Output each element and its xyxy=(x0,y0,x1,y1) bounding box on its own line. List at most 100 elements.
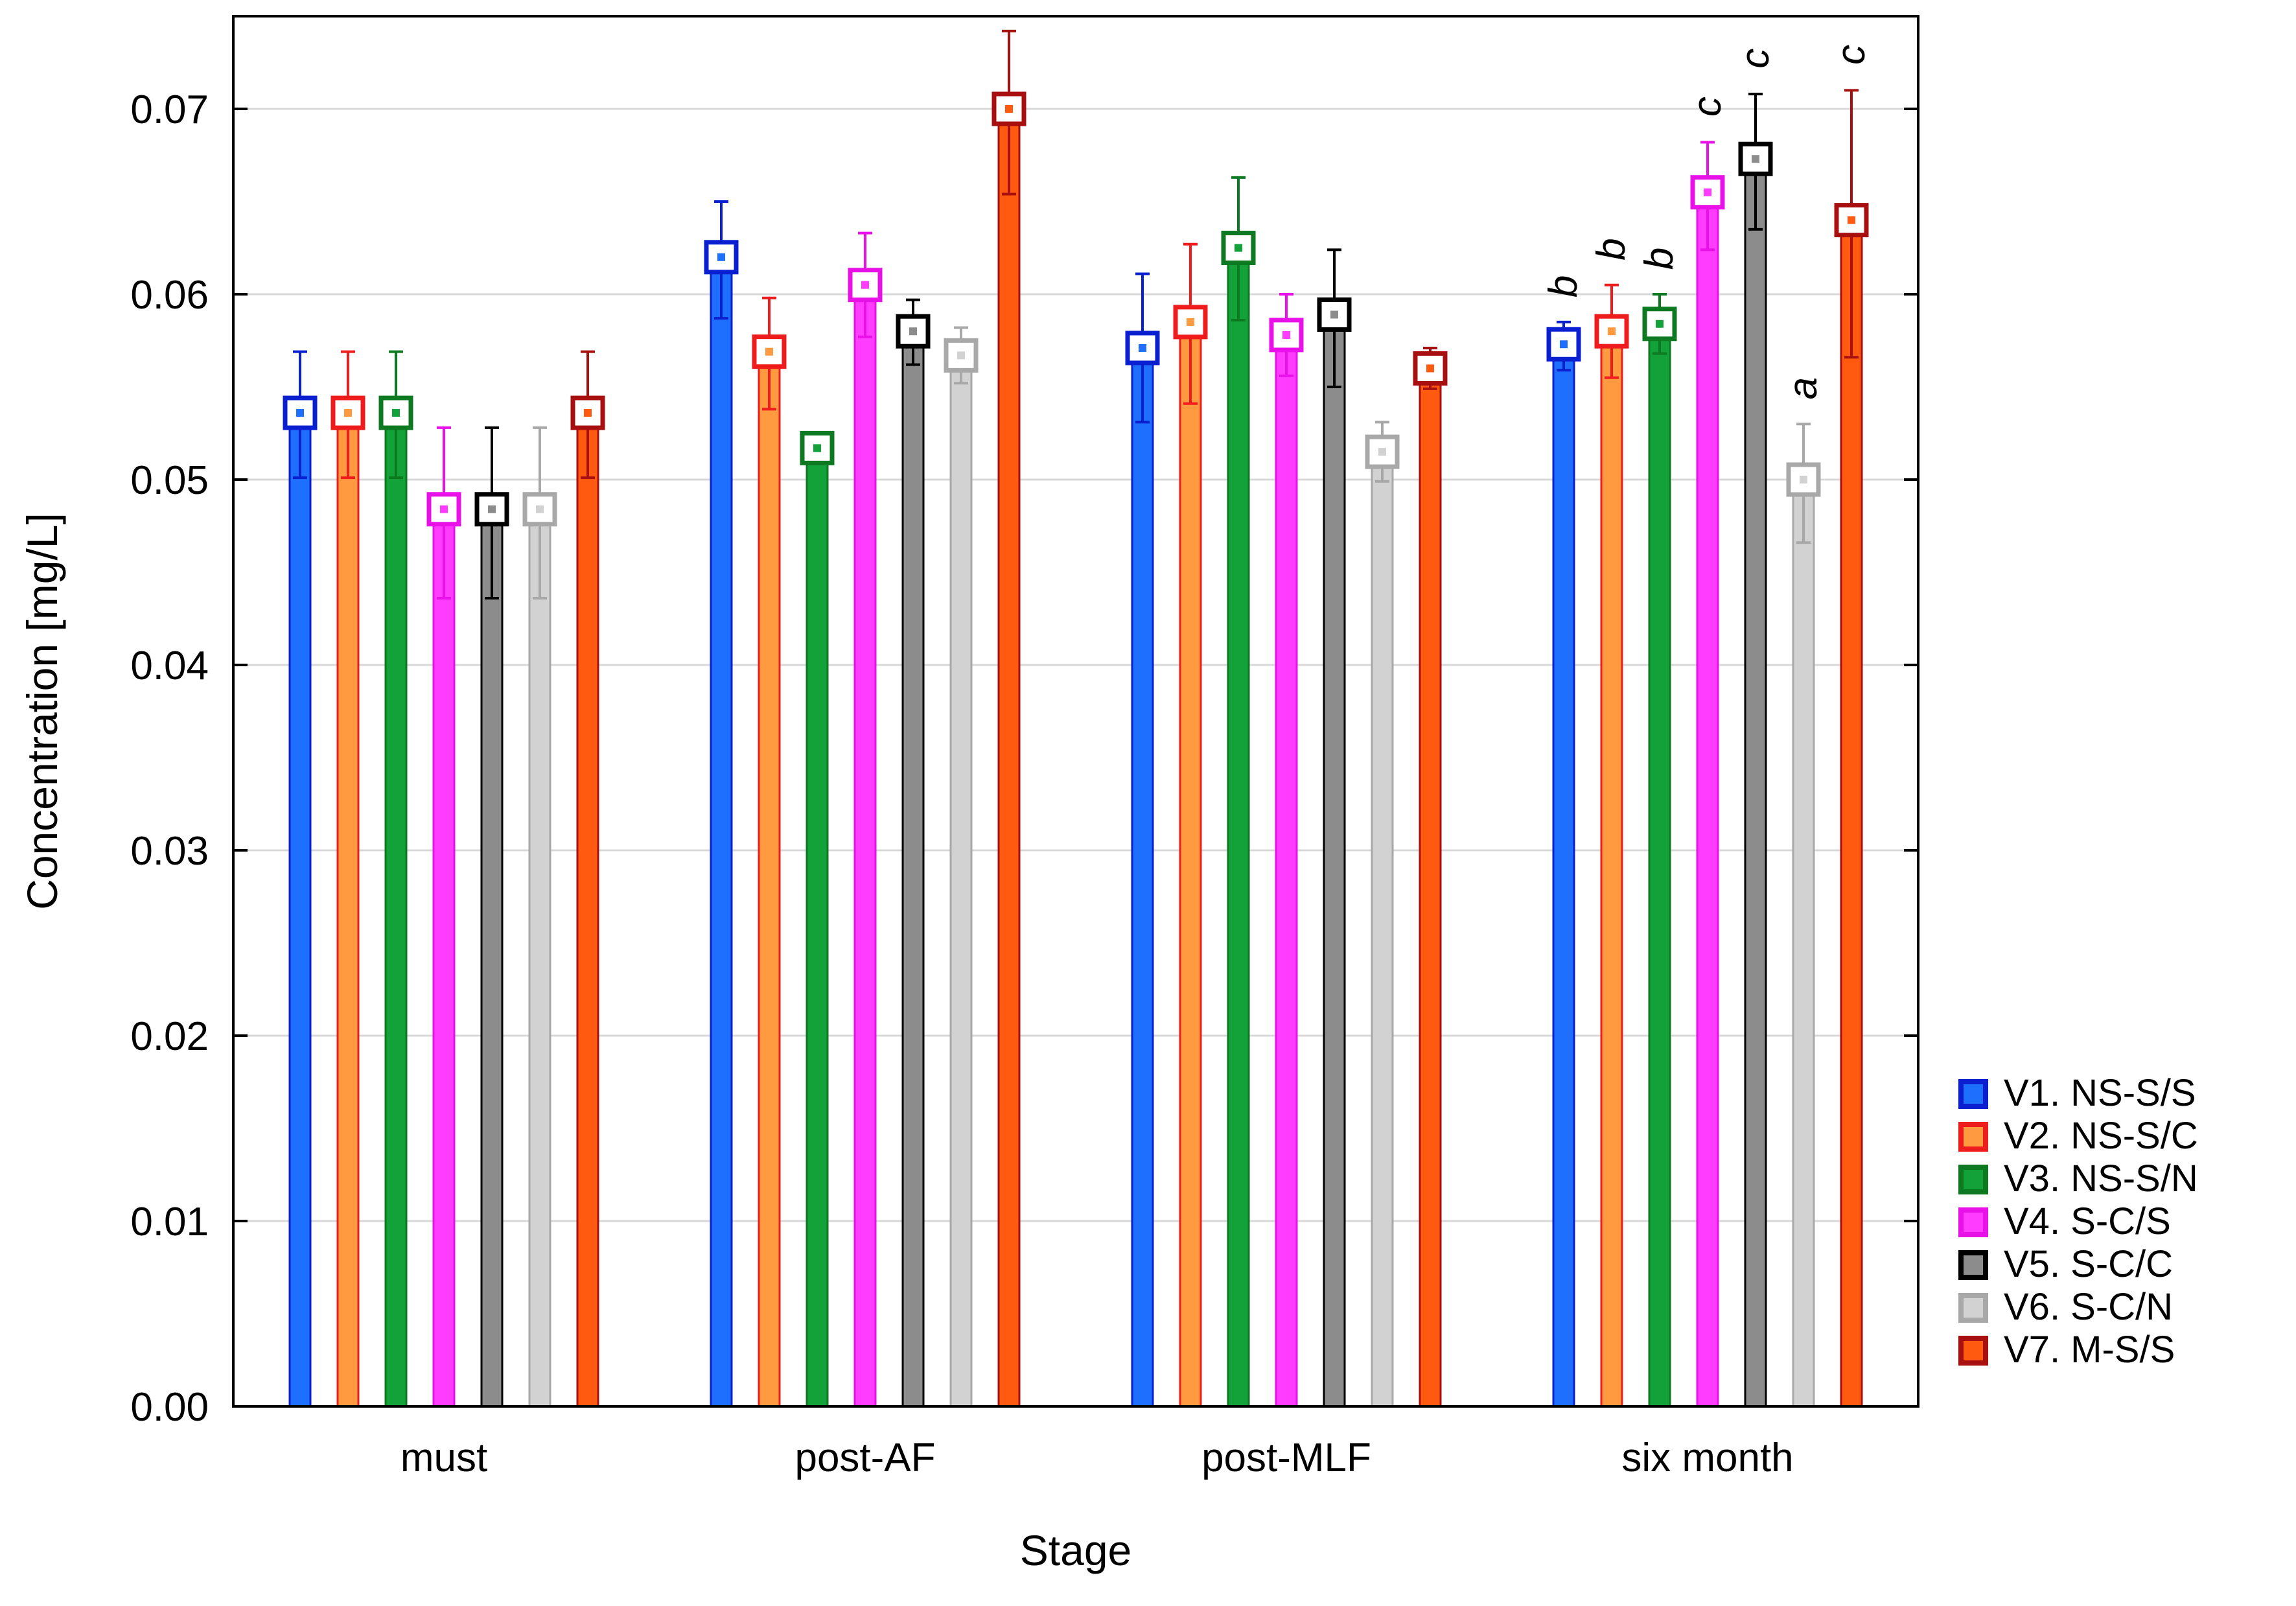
mean-marker xyxy=(570,395,605,430)
mean-marker xyxy=(1221,231,1256,265)
mean-marker-dot xyxy=(1656,320,1664,328)
bar xyxy=(1131,347,1154,1408)
mean-marker-dot xyxy=(1005,105,1013,113)
significance-label: b xyxy=(1637,248,1682,270)
mean-marker xyxy=(522,492,557,527)
mean-marker-dot xyxy=(536,505,544,513)
bar xyxy=(336,412,360,1408)
mean-marker-dot xyxy=(813,444,821,452)
y-tick-label: 0.06 xyxy=(130,273,209,318)
y-tick-label: 0.04 xyxy=(130,644,209,688)
legend-label: V6. S-C/N xyxy=(2004,1286,2173,1328)
bar xyxy=(1371,450,1394,1408)
legend-label: V3. NS-S/N xyxy=(2004,1158,2198,1200)
mean-marker-dot xyxy=(957,351,965,360)
mean-marker-dot xyxy=(584,409,592,417)
mean-marker-dot xyxy=(1608,327,1616,336)
bar xyxy=(384,412,408,1408)
mean-marker xyxy=(1413,351,1448,386)
legend-swatch xyxy=(1964,1298,1983,1318)
legend-label: V2. NS-S/C xyxy=(2004,1115,2198,1157)
mean-marker-dot xyxy=(1426,364,1434,373)
bar xyxy=(528,508,551,1408)
mean-marker-dot xyxy=(717,253,725,261)
legend-swatch xyxy=(1964,1341,1983,1360)
mean-marker-dot xyxy=(1139,343,1146,352)
y-tick-label: 0.03 xyxy=(130,829,209,874)
y-tick-label: 0.00 xyxy=(130,1385,209,1430)
y-tick-label: 0.07 xyxy=(130,87,209,132)
significance-label: b xyxy=(1541,275,1586,297)
x-tick-label: post-AF xyxy=(794,1436,935,1480)
mean-marker-dot xyxy=(296,409,304,417)
mean-marker-dot xyxy=(909,327,917,336)
legend: V1. NS-S/SV2. NS-S/CV3. NS-S/NV4. S-C/SV… xyxy=(1958,1072,2198,1371)
mean-marker-dot xyxy=(1800,476,1807,483)
legend-label: V5. S-C/C xyxy=(2004,1243,2173,1285)
x-tick-label: six month xyxy=(1621,1436,1793,1480)
gridlines xyxy=(233,108,1918,1222)
y-axis-title: Concentration [mg/L] xyxy=(18,513,66,910)
legend-label: V1. NS-S/S xyxy=(2004,1072,2196,1114)
significance-label: c xyxy=(1733,49,1778,69)
mean-marker-dot xyxy=(392,409,400,417)
bar xyxy=(853,284,877,1408)
significance-label: c xyxy=(1829,45,1873,65)
legend-swatch xyxy=(1964,1084,1983,1104)
bar xyxy=(1840,219,1863,1408)
mean-marker-dot xyxy=(440,505,448,513)
mean-marker-dot xyxy=(1752,155,1759,163)
mean-marker-dot xyxy=(1848,216,1855,224)
x-axis: must post-AF post-MLF six month xyxy=(400,1436,1794,1480)
mean-marker-dot xyxy=(765,347,773,356)
y-axis: 0.00 0.01 0.02 0.03 0.04 0.05 0.06 0.07 xyxy=(130,87,1918,1430)
bar xyxy=(576,412,599,1408)
x-tick-label: must xyxy=(400,1436,487,1480)
bar xyxy=(288,412,312,1408)
x-axis-title: Stage xyxy=(1020,1526,1131,1574)
bar xyxy=(1179,321,1202,1408)
legend-swatch xyxy=(1964,1213,1983,1232)
legend-swatch xyxy=(1964,1127,1983,1146)
bar xyxy=(432,508,456,1408)
y-tick-label: 0.05 xyxy=(130,458,209,503)
x-tick-label: post-MLF xyxy=(1201,1436,1371,1480)
mean-marker xyxy=(1546,327,1581,362)
bar xyxy=(1323,313,1346,1408)
mean-marker-dot xyxy=(1330,310,1338,319)
legend-label: V4. S-C/S xyxy=(2004,1200,2171,1242)
legend-swatch xyxy=(1964,1255,1983,1275)
plot-area-frame xyxy=(232,15,1919,1408)
mean-marker-dot xyxy=(1235,244,1242,252)
mean-marker-dot xyxy=(1378,448,1386,456)
bar xyxy=(1275,334,1298,1408)
mean-marker-dot xyxy=(488,505,496,513)
bar xyxy=(1792,478,1815,1408)
bar xyxy=(1600,330,1623,1408)
mean-marker xyxy=(800,430,835,465)
mean-marker xyxy=(1269,318,1304,353)
significance-label: a xyxy=(1781,377,1826,399)
mean-marker-dot xyxy=(1704,188,1711,196)
bar xyxy=(1552,343,1575,1408)
bar xyxy=(710,256,733,1408)
legend-swatch xyxy=(1964,1170,1983,1189)
mean-marker-dot xyxy=(1560,340,1568,349)
bar xyxy=(1419,367,1442,1408)
mean-marker-dot xyxy=(1282,331,1290,339)
bar xyxy=(758,351,781,1408)
bar xyxy=(1227,247,1250,1408)
significance-label: b xyxy=(1589,238,1634,260)
bar xyxy=(901,330,925,1408)
mean-marker-dot xyxy=(344,409,352,417)
bar xyxy=(1744,157,1767,1408)
bar xyxy=(1648,323,1671,1408)
mean-marker-dot xyxy=(861,281,869,289)
legend-label: V7. M-S/S xyxy=(2004,1329,2175,1371)
y-tick-label: 0.01 xyxy=(130,1200,209,1244)
bar xyxy=(806,447,829,1408)
significance-label: c xyxy=(1685,97,1730,117)
bar xyxy=(949,354,973,1408)
